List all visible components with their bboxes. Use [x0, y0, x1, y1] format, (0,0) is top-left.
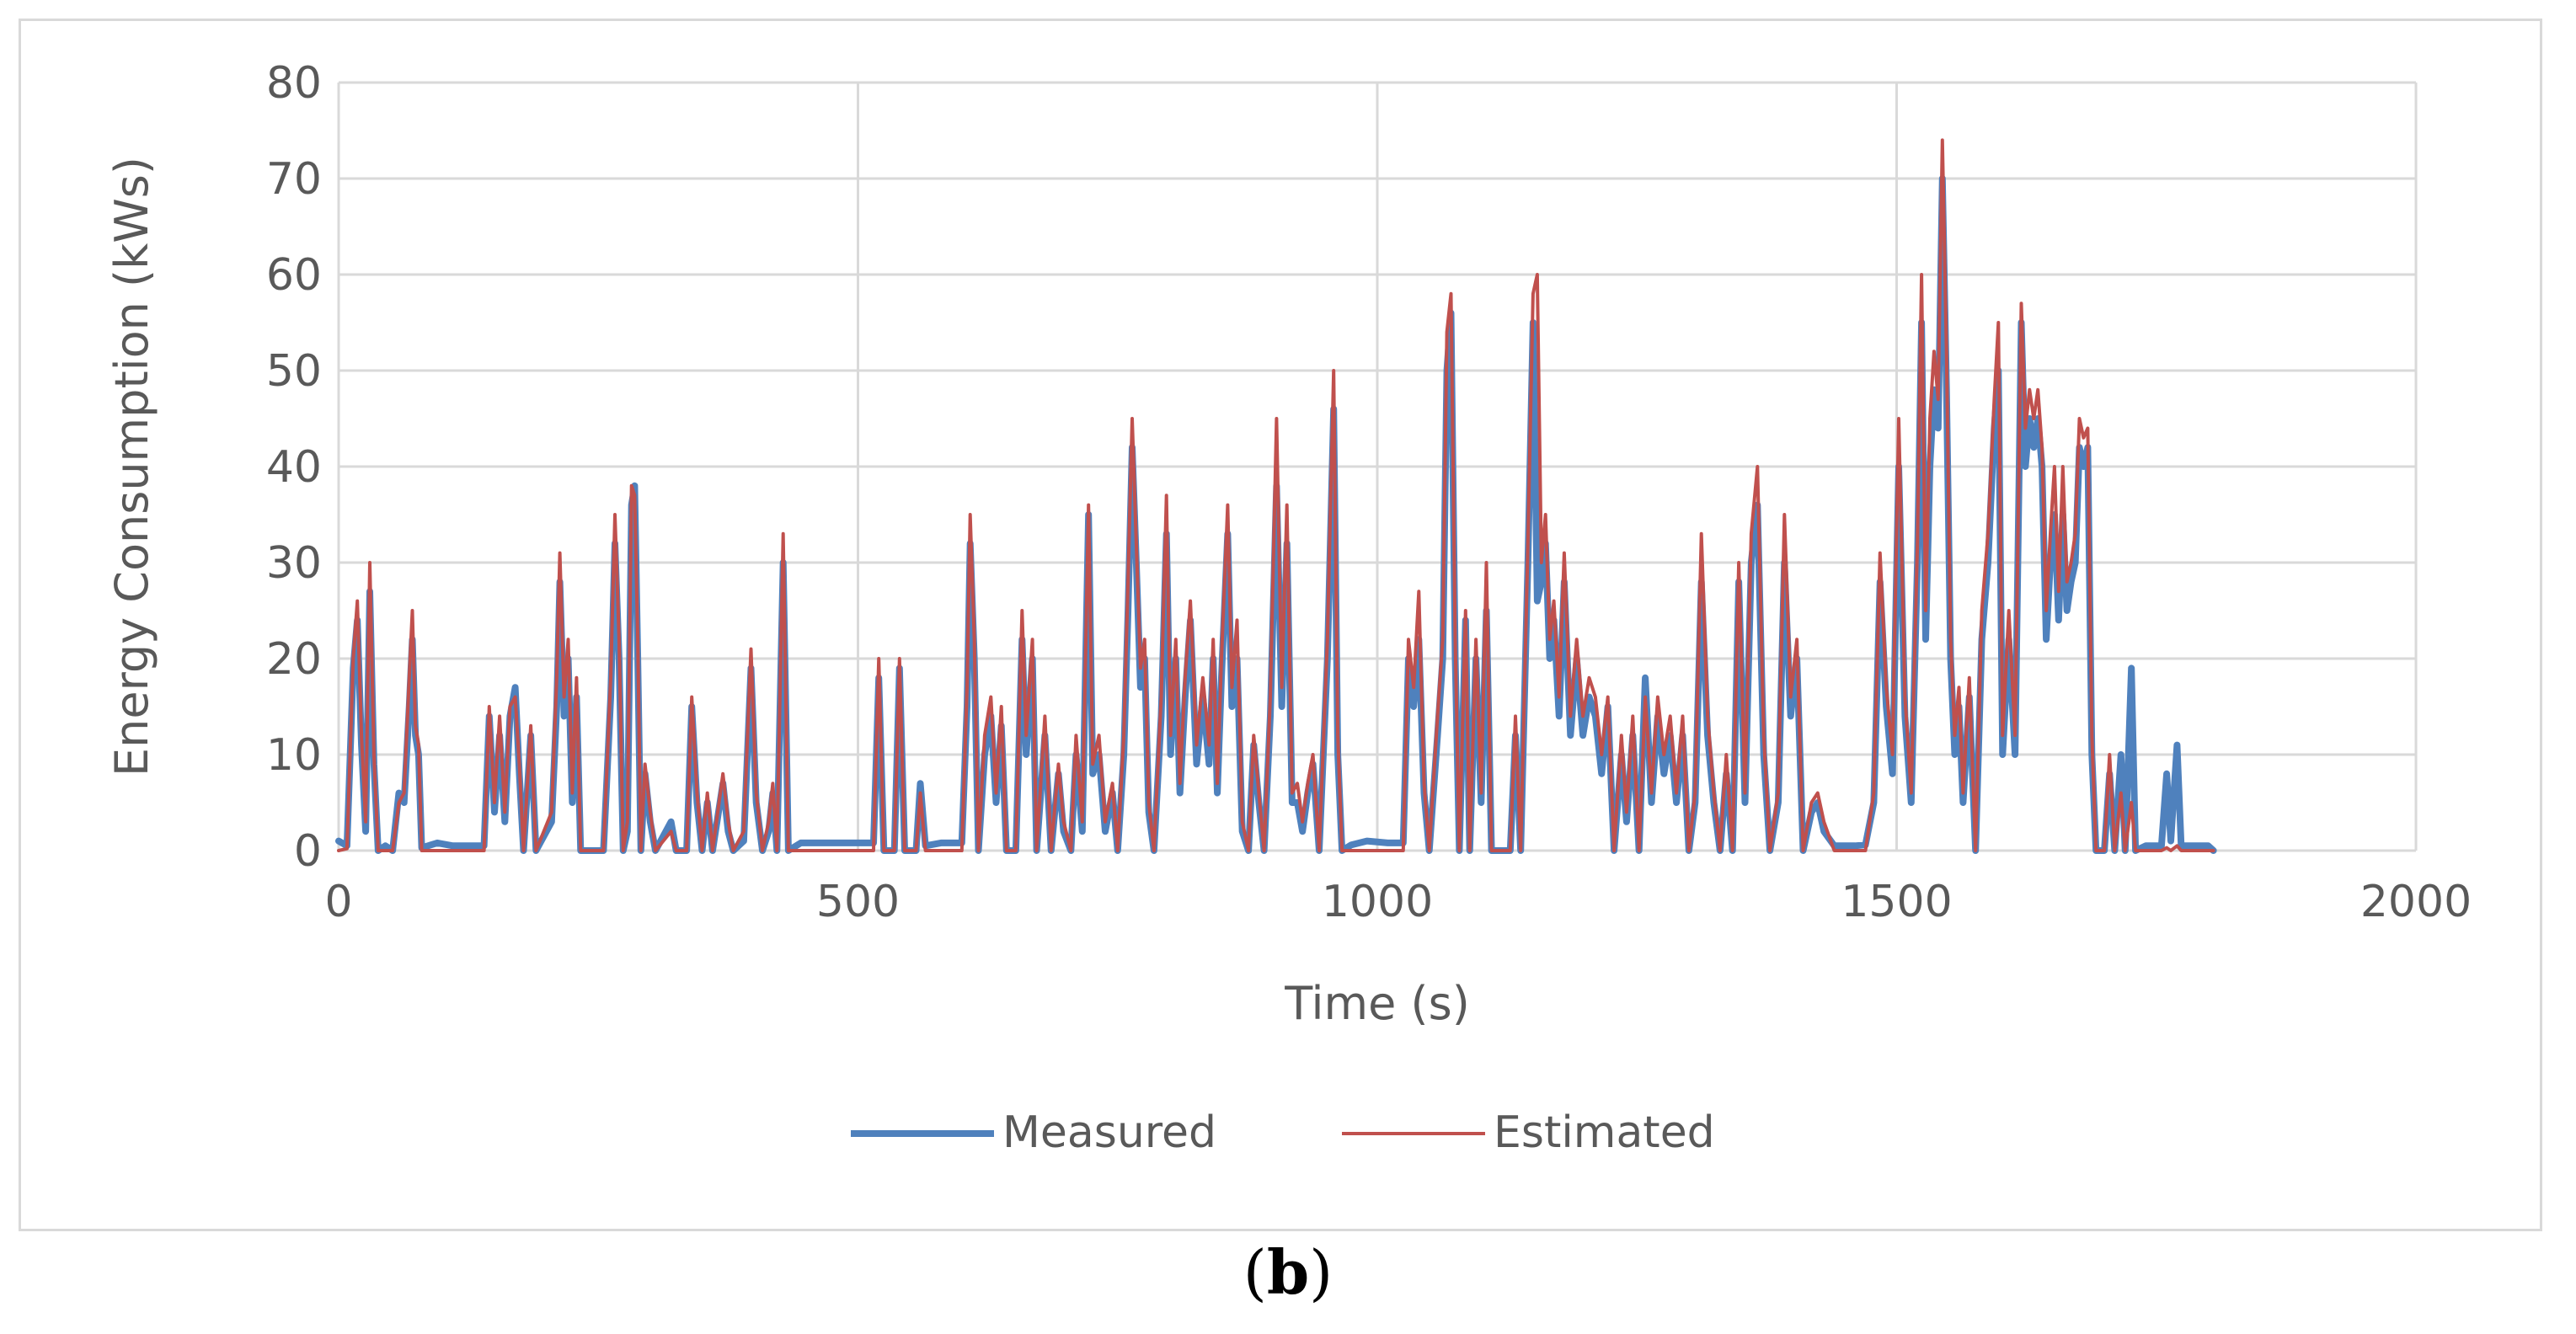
y-tick-label-20: 20 — [266, 634, 322, 685]
x-tick-label-500: 500 — [816, 877, 900, 927]
x-tick-label-1500: 1500 — [1841, 877, 1952, 927]
series-lines — [335, 138, 2217, 854]
y-tick-label-0: 0 — [294, 826, 322, 877]
grid-lines — [337, 81, 2418, 852]
y-axis-title: Energy Consumption (kWs) — [105, 157, 158, 776]
y-tick-label-70: 70 — [266, 154, 322, 205]
panel-label-letter: b — [1266, 1236, 1310, 1308]
figure-panel-label: (b) — [0, 1236, 2576, 1308]
series-line-estimated — [337, 138, 2215, 852]
x-tick-label-0: 0 — [324, 877, 352, 927]
y-tick-label-60: 60 — [266, 250, 322, 301]
panel-label-open: ( — [1243, 1237, 1267, 1308]
legend: Measured Estimated — [851, 1107, 1715, 1158]
line-chart: 0 10 20 30 40 50 60 70 80 0 500 1000 1500 2000 Energ… — [105, 58, 2472, 1158]
y-tick-label-80: 80 — [266, 58, 322, 109]
x-axis-tick-labels: 0 500 1000 1500 2000 — [324, 877, 2472, 927]
x-tick-label-2000: 2000 — [2360, 877, 2472, 927]
panel-label-close: ) — [1309, 1237, 1333, 1308]
y-tick-label-10: 10 — [266, 730, 322, 781]
chart-frame: 0 10 20 30 40 50 60 70 80 0 500 1000 1500 2000 Energ… — [19, 19, 2542, 1231]
y-tick-label-50: 50 — [266, 346, 322, 397]
x-tick-label-1000: 1000 — [1322, 877, 1433, 927]
x-axis-title: Time (s) — [1284, 977, 1470, 1030]
legend-label-estimated: Estimated — [1494, 1107, 1715, 1158]
y-tick-label-40: 40 — [266, 442, 322, 493]
y-tick-label-30: 30 — [266, 538, 322, 589]
legend-label-measured: Measured — [1002, 1107, 1216, 1158]
y-axis-tick-labels: 0 10 20 30 40 50 60 70 80 — [266, 58, 322, 877]
